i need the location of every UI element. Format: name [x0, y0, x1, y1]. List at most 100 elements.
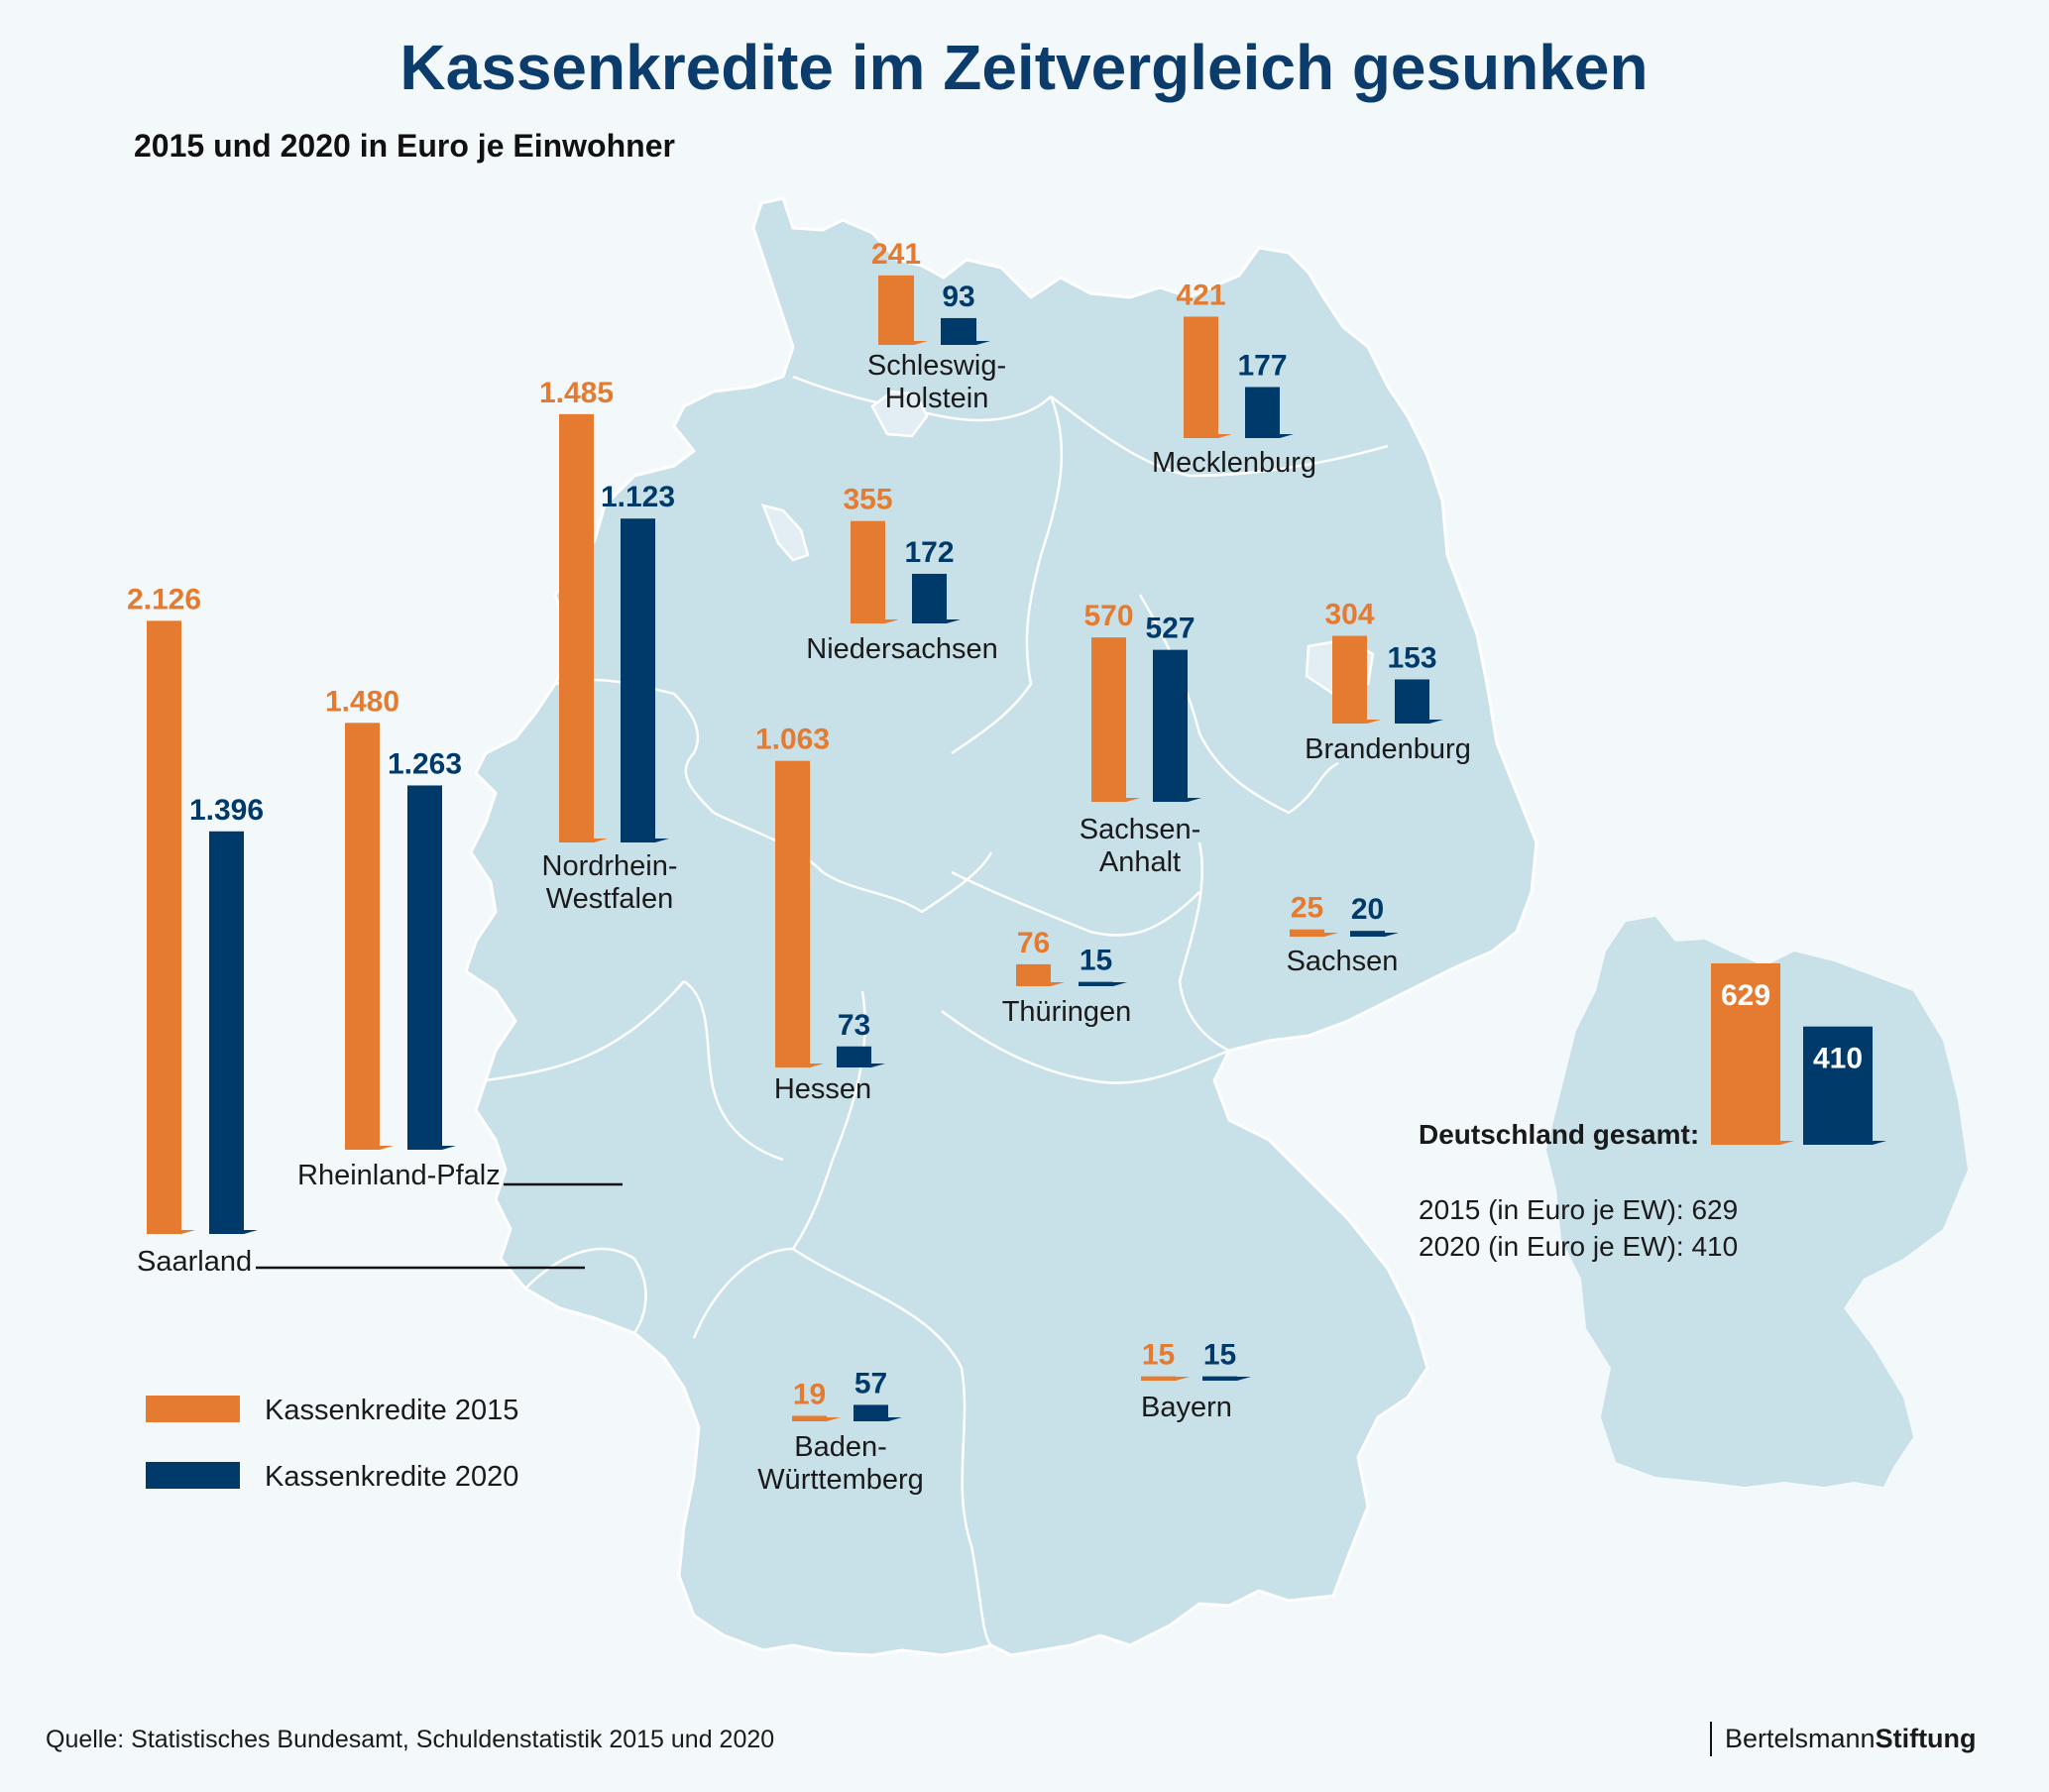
state-label-sachsen-anhalt: Sachsen- — [1080, 814, 1201, 845]
bar-2020-niedersachsen — [912, 573, 947, 623]
bar-2015-hessen — [775, 760, 810, 1067]
bar-2020-hessen-shadow — [871, 1064, 885, 1067]
bar-2015-rheinland-pfalz-shadow — [380, 1146, 394, 1150]
state-label-sachsen-anhalt: Anhalt — [1099, 846, 1181, 878]
value-label-2020-sachsen-anhalt: 527 — [1145, 613, 1195, 645]
state-label-schleswig-holstein: Holstein — [885, 383, 989, 414]
brand-logo: BertelsmannStiftung — [1710, 1722, 1977, 1756]
bar-2015-niedersachsen-shadow — [885, 619, 899, 623]
bar-2015-saarland-shadow — [181, 1230, 195, 1234]
value-label-2015-deutschland: 629 — [1721, 979, 1770, 1012]
bar-2020-nordrhein-westfalen — [621, 518, 655, 842]
bar-2020-sachsen-anhalt-shadow — [1188, 798, 1201, 802]
value-label-2020-niedersachsen: 172 — [904, 536, 954, 569]
legend-swatch-2020 — [146, 1462, 240, 1489]
state-label-thueringen: Thüringen — [1002, 996, 1132, 1028]
bar-2015-sachsen-shadow — [1324, 933, 1338, 937]
state-label-baden-wuerttemberg: Baden- — [794, 1431, 887, 1463]
bar-2020-sachsen-anhalt — [1153, 649, 1188, 802]
bar-2020-hessen — [837, 1046, 871, 1067]
bar-2020-bayern — [1202, 1376, 1237, 1381]
chart-title: Kassenkredite im Zeitvergleich gesunken — [399, 32, 1648, 103]
germany-total-line-2020: 2020 (in Euro je EW): 410 — [1419, 1231, 1738, 1262]
value-label-2015-sachsen-anhalt: 570 — [1083, 600, 1133, 632]
bar-2015-thueringen — [1016, 963, 1051, 986]
value-label-2020-mecklenburg: 177 — [1237, 349, 1287, 382]
state-label-nordrhein-westfalen: Nordrhein- — [542, 850, 678, 882]
bar-2020-sachsen-shadow — [1385, 933, 1399, 937]
bar-2020-nordrhein-westfalen-shadow — [655, 839, 669, 842]
chart-subtitle: 2015 und 2020 in Euro je Einwohner — [134, 128, 675, 164]
state-border-ni-nrw — [554, 678, 715, 814]
bar-2015-thueringen-shadow — [1051, 982, 1065, 986]
bar-2020-baden-wuerttemberg-shadow — [888, 1417, 902, 1421]
bar-2020-bayern-shadow — [1237, 1377, 1251, 1381]
value-label-2020-nordrhein-westfalen: 1.123 — [601, 481, 675, 513]
value-label-2015-brandenburg: 304 — [1324, 599, 1374, 631]
state-label-mecklenburg: Mecklenburg — [1152, 447, 1316, 479]
legend-label-2015: Kassenkredite 2015 — [265, 1395, 518, 1426]
bar-2015-sachsen-anhalt-shadow — [1126, 798, 1140, 802]
value-label-2015-niedersachsen: 355 — [843, 484, 892, 516]
bar-2015-sachsen-anhalt — [1091, 637, 1126, 802]
bar-2020-mecklenburg-shadow — [1280, 434, 1294, 438]
state-label-bayern: Bayern — [1141, 1392, 1232, 1423]
bar-2020-thueringen-shadow — [1113, 982, 1127, 986]
state-label-baden-wuerttemberg: Württemberg — [757, 1464, 924, 1496]
state-border-ni-he — [713, 811, 993, 914]
bar-2020-deutschland-shadow — [1873, 1141, 1886, 1145]
value-label-2020-saarland: 1.396 — [189, 794, 264, 827]
state-label-sachsen: Sachsen — [1287, 946, 1399, 977]
state-border-th-sn — [1178, 841, 1230, 1053]
value-label-2015-sachsen: 25 — [1291, 892, 1323, 925]
bar-2015-schleswig-holstein — [878, 275, 914, 345]
brand-name: BertelsmannStiftung — [1725, 1724, 1977, 1753]
bar-2015-niedersachsen — [851, 520, 885, 623]
state-label-nordrhein-westfalen: Westfalen — [546, 883, 673, 915]
germany-outline — [464, 196, 1538, 1657]
value-label-2015-saarland: 2.126 — [127, 583, 201, 616]
state-border-sl — [524, 1247, 647, 1334]
value-label-2020-thueringen: 15 — [1080, 945, 1112, 977]
state-label-rheinland-pfalz: Rheinland-Pfalz — [297, 1160, 501, 1191]
state-label-saarland: Saarland — [137, 1246, 252, 1278]
bar-2020-deutschland — [1803, 1026, 1873, 1145]
value-label-2020-rheinland-pfalz: 1.263 — [388, 747, 462, 780]
bar-2015-nordrhein-westfalen-shadow — [594, 839, 608, 842]
bar-2020-niedersachsen-shadow — [947, 619, 961, 623]
value-label-2020-sachsen: 20 — [1351, 893, 1384, 926]
bar-2015-baden-wuerttemberg-shadow — [827, 1417, 841, 1421]
bar-2015-sachsen — [1290, 929, 1324, 937]
bar-2020-saarland — [209, 831, 244, 1234]
legend-swatch-2015 — [146, 1396, 240, 1422]
state-border-he-by — [791, 990, 866, 1250]
bar-2015-mecklenburg-shadow — [1218, 434, 1232, 438]
state-label-niedersachsen: Niedersachsen — [806, 633, 997, 665]
bar-2020-schleswig-holstein — [941, 317, 976, 345]
state-border-sh — [792, 375, 1052, 422]
value-label-2020-schleswig-holstein: 93 — [942, 280, 974, 313]
bar-2015-bayern-shadow — [1176, 1377, 1190, 1381]
value-label-2020-baden-wuerttemberg: 57 — [854, 1367, 887, 1400]
value-label-2015-mecklenburg: 421 — [1176, 279, 1225, 311]
value-label-2015-hessen: 1.063 — [755, 724, 830, 756]
value-label-2020-hessen: 73 — [838, 1009, 870, 1042]
value-label-2020-brandenburg: 153 — [1387, 641, 1436, 674]
bar-2015-brandenburg-shadow — [1367, 720, 1381, 724]
state-border-rlp-bw — [692, 1247, 794, 1339]
state-border-mv — [1050, 395, 1389, 478]
value-label-2015-schleswig-holstein: 241 — [871, 238, 921, 271]
value-label-2015-bayern: 15 — [1142, 1339, 1175, 1372]
bar-2015-nordrhein-westfalen — [559, 413, 594, 842]
germany-total-title: Deutschland gesamt: — [1419, 1119, 1699, 1150]
bar-2015-baden-wuerttemberg — [792, 1415, 827, 1421]
brand-name-light: Bertelsmann — [1725, 1724, 1876, 1753]
value-label-2015-baden-wuerttemberg: 19 — [793, 1378, 826, 1410]
bar-2015-deutschland — [1711, 962, 1780, 1145]
germany-map — [464, 196, 1538, 1657]
labels-layer: 2.126 1.396 Saarland 1.480 1.263 Rheinland-Pf… — [127, 238, 1863, 1496]
legend: Kassenkredite 2015 Kassenkredite 2020 — [146, 1395, 518, 1493]
value-label-2015-rheinland-pfalz: 1.480 — [325, 685, 399, 718]
bar-2020-brandenburg — [1395, 679, 1429, 724]
